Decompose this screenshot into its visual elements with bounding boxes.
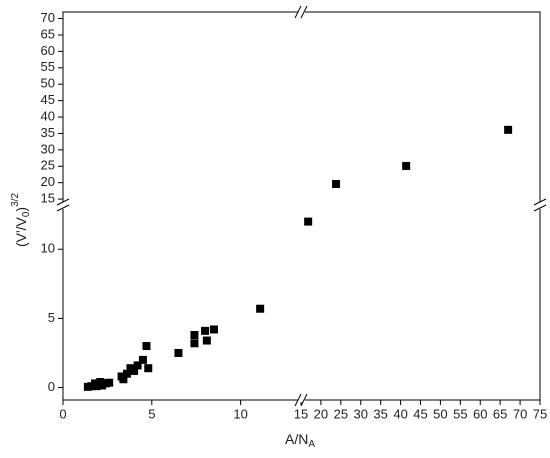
point bbox=[201, 326, 210, 335]
y-tick-label: 65 bbox=[41, 26, 55, 41]
point bbox=[332, 179, 341, 188]
axis-break-mark bbox=[56, 204, 70, 212]
x-tick-label: 70 bbox=[513, 406, 527, 421]
axis-break-mark bbox=[294, 393, 302, 407]
y-tick-label: 15 bbox=[41, 191, 55, 206]
x-tick-label: 55 bbox=[453, 406, 467, 421]
y-axis-label: (V'/V0)3/2 bbox=[10, 193, 32, 247]
y-label-sub: 0 bbox=[21, 211, 32, 217]
axis-break-gap bbox=[298, 10, 305, 14]
x-tick-label: 15 bbox=[294, 406, 308, 421]
point bbox=[504, 125, 513, 134]
axis-break-gap bbox=[538, 202, 542, 209]
y-tick-label: 5 bbox=[48, 310, 55, 325]
x-tick-label: 5 bbox=[148, 406, 155, 421]
y-tick-label: 0 bbox=[48, 379, 55, 394]
axis-break-mark bbox=[300, 5, 308, 19]
x-tick-label: 35 bbox=[373, 406, 387, 421]
x-tick-label: 20 bbox=[314, 406, 328, 421]
axis-break-mark bbox=[300, 393, 308, 407]
x-tick-label: 60 bbox=[473, 406, 487, 421]
plot-frame bbox=[62, 11, 541, 401]
axis-break-mark bbox=[294, 5, 302, 19]
x-tick-label: 75 bbox=[533, 406, 547, 421]
y-label-close: ) bbox=[13, 207, 29, 212]
x-tick-label: 0 bbox=[59, 406, 66, 421]
point bbox=[190, 331, 199, 339]
y-tick-label: 40 bbox=[41, 108, 55, 123]
x-tick-label: 25 bbox=[334, 406, 348, 421]
axis-break-mark bbox=[56, 198, 70, 206]
point bbox=[133, 361, 142, 370]
y-tick-label: 30 bbox=[41, 141, 55, 156]
point bbox=[190, 339, 199, 348]
point bbox=[256, 304, 265, 313]
x-axis-label: A/NA bbox=[285, 431, 315, 450]
y-tick-label: 55 bbox=[41, 59, 55, 74]
x-tick-label: 30 bbox=[354, 406, 368, 421]
point bbox=[202, 336, 211, 345]
point bbox=[119, 375, 128, 384]
y-label-sup: 3/2 bbox=[10, 193, 21, 207]
point bbox=[138, 355, 147, 364]
point bbox=[122, 369, 131, 378]
y-tick-label: 10 bbox=[41, 241, 55, 256]
y-tick-label: 70 bbox=[41, 10, 55, 25]
axis-break-mark bbox=[533, 204, 547, 212]
point bbox=[142, 342, 151, 351]
y-tick-label: 60 bbox=[41, 43, 55, 58]
x-tick-label: 45 bbox=[413, 406, 427, 421]
x-label-main: A/N bbox=[285, 431, 308, 447]
axis-break-gap bbox=[61, 202, 65, 209]
axis-break-mark bbox=[533, 198, 547, 206]
point bbox=[144, 364, 153, 373]
x-tick-label: 40 bbox=[393, 406, 407, 421]
y-tick-label: 25 bbox=[41, 158, 55, 173]
y-tick-label: 20 bbox=[41, 174, 55, 189]
x-tick-label: 65 bbox=[493, 406, 507, 421]
y-tick-label: 45 bbox=[41, 92, 55, 107]
y-tick-label: 50 bbox=[41, 76, 55, 91]
point bbox=[402, 161, 411, 170]
y-label-main: (V'/V bbox=[13, 216, 29, 247]
x-tick-label: 10 bbox=[233, 406, 247, 421]
x-tick-label: 50 bbox=[433, 406, 447, 421]
point bbox=[174, 348, 183, 357]
point bbox=[209, 325, 218, 334]
axis-break-gap bbox=[298, 398, 305, 402]
point bbox=[105, 378, 114, 387]
point bbox=[130, 366, 139, 375]
x-label-sub: A bbox=[308, 439, 315, 450]
y-tick-label: 35 bbox=[41, 125, 55, 140]
point bbox=[304, 217, 313, 226]
